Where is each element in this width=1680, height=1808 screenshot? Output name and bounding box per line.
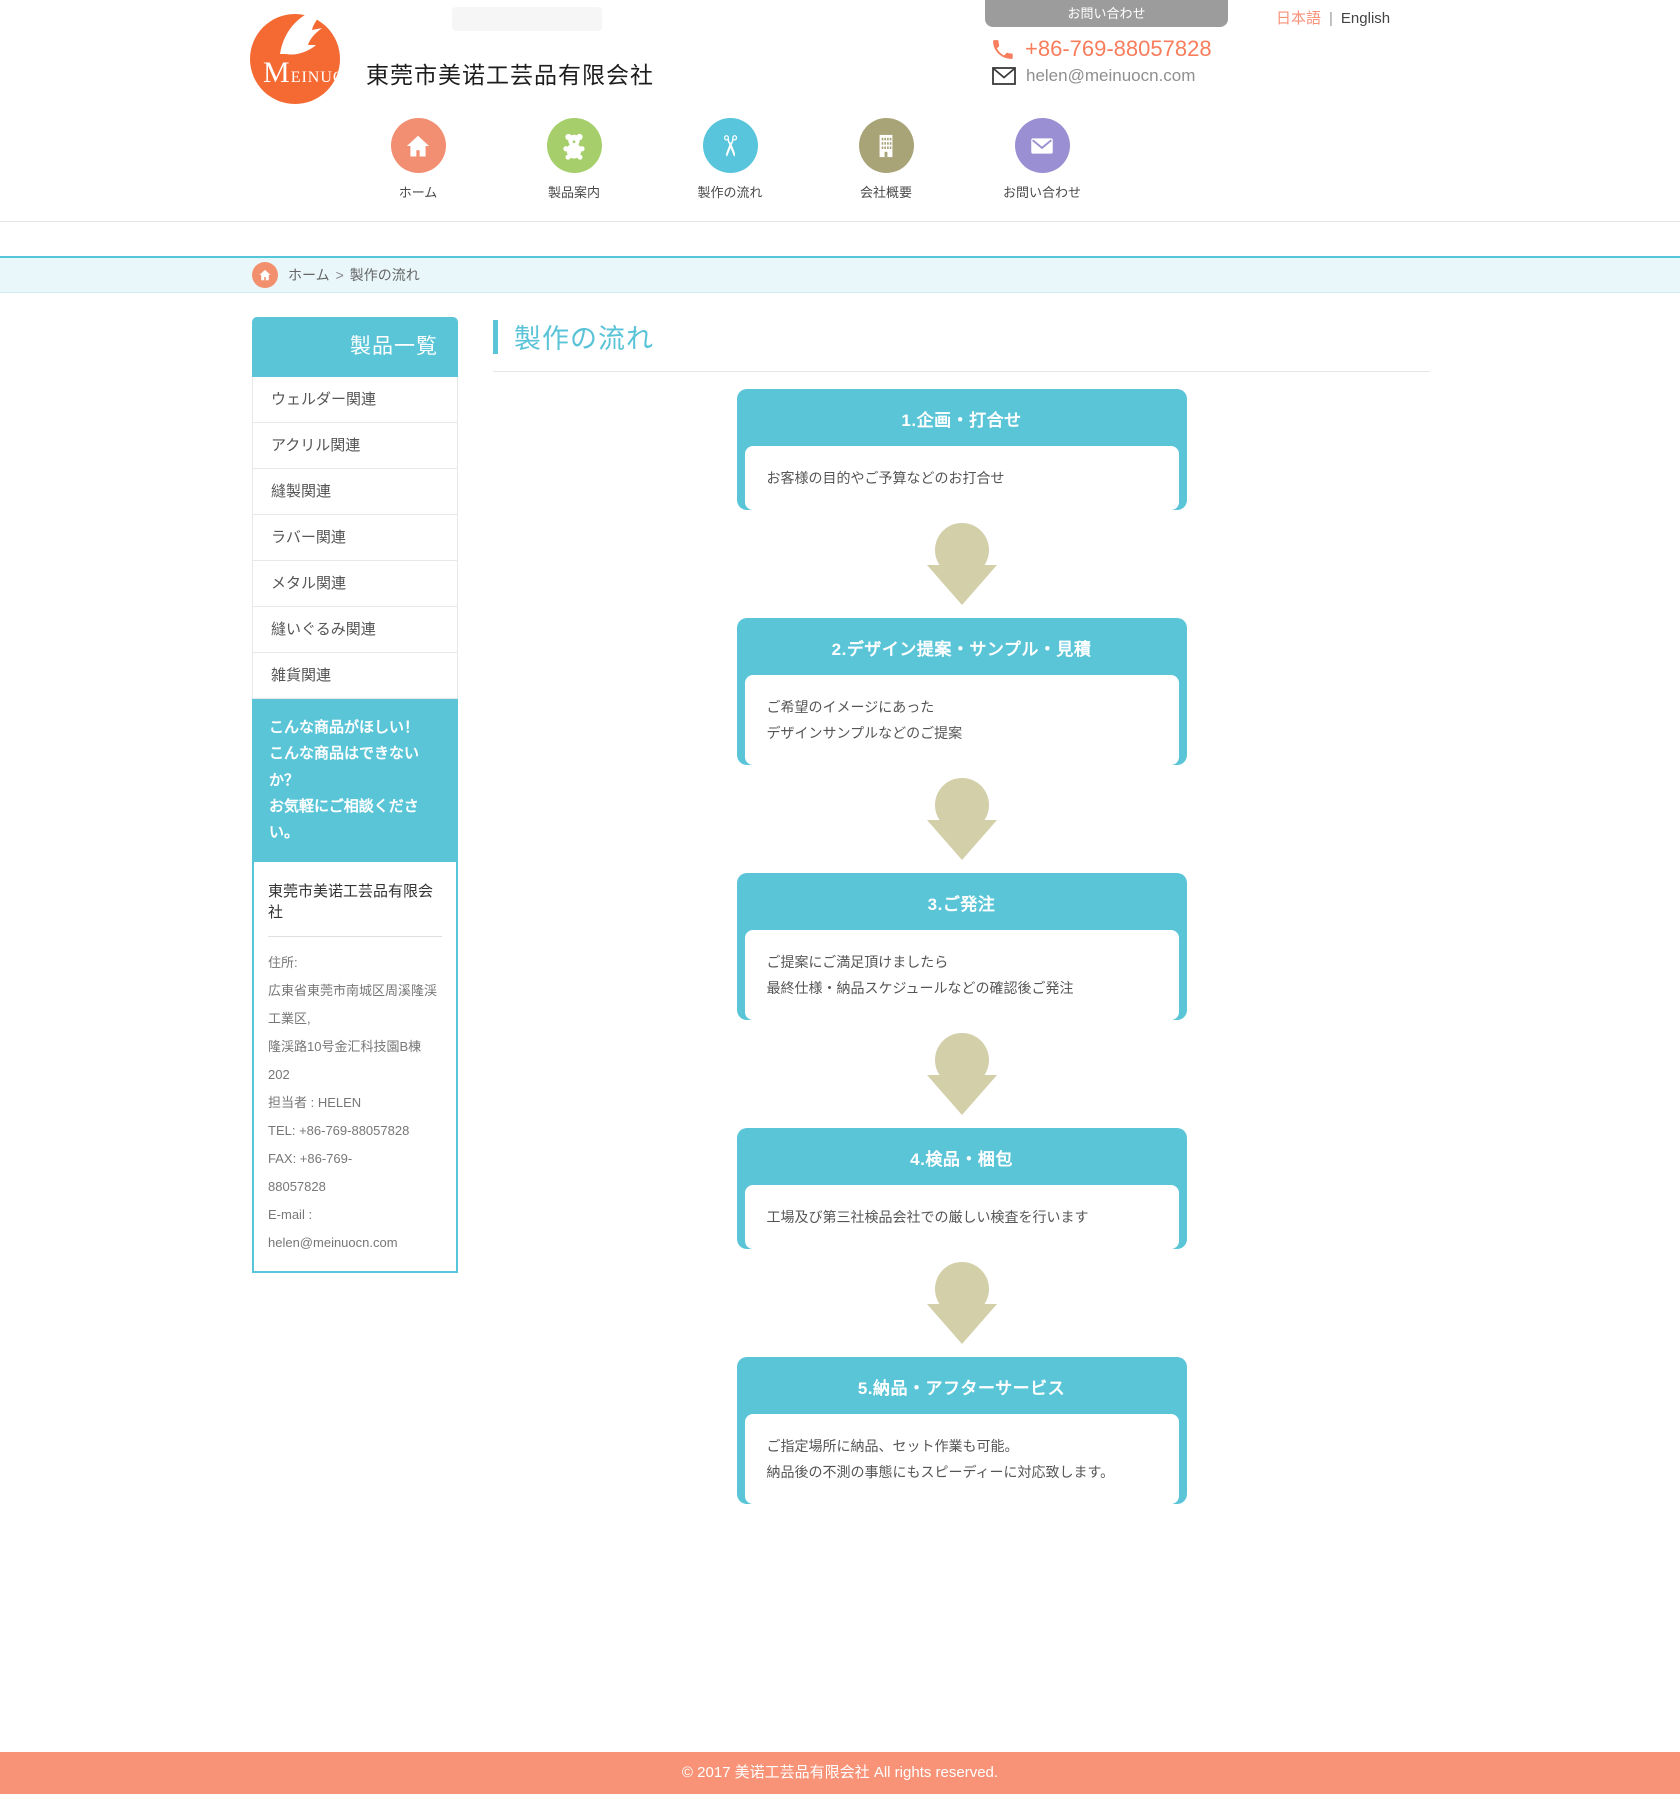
flow-step-5: 5.納品・アフターサービス ご指定場所に納品、セット作業も可能。 納品後の不測の… bbox=[736, 1357, 1187, 1504]
step-line: デザインサンプルなどのご提案 bbox=[766, 725, 963, 741]
page-title: 製作の流れ bbox=[514, 324, 654, 354]
lang-english[interactable]: English bbox=[1340, 10, 1391, 27]
language-switcher: 日本語 | English bbox=[1276, 7, 1390, 28]
down-arrow-icon bbox=[926, 778, 997, 860]
step-line: 工場及び第三社検品会社での厳しい検査を行います bbox=[766, 1209, 1089, 1225]
breadcrumb-home-link[interactable]: ホーム bbox=[288, 267, 330, 283]
step-line: ご指定場所に納品、セット作業も可能。 bbox=[766, 1438, 1019, 1454]
step-title: 5.納品・アフターサービス bbox=[857, 1379, 1066, 1398]
email-row: helen@meinuocn.com bbox=[992, 66, 1195, 86]
nav-label: ホーム bbox=[398, 185, 438, 200]
company-name: 東莞市美诺工芸品有限会社 bbox=[366, 62, 654, 88]
sidebar-item-acrylic[interactable]: アクリル関連 bbox=[253, 423, 457, 469]
header: MEINUO 東莞市美诺工芸品有限会社 お問い合わせ 日本語 | English +… bbox=[0, 0, 1680, 222]
nav-label: お問い合わせ bbox=[1002, 185, 1081, 200]
sidebar-item-plush[interactable]: 縫いぐるみ関連 bbox=[253, 607, 457, 653]
promo-line: お気軽にご相談ください。 bbox=[269, 797, 419, 841]
info-line-fax1: FAX: +86-769- bbox=[268, 1150, 353, 1166]
breadcrumb: ホーム > 製作の流れ bbox=[0, 256, 1680, 293]
step-title: 4.検品・梱包 bbox=[910, 1150, 1013, 1169]
promo-line: こんな商品がほしい！ bbox=[269, 719, 420, 736]
step-line: 最終仕様・納品スケジュールなどの確認後ご発注 bbox=[766, 980, 1074, 996]
teddy-bear-icon bbox=[546, 118, 602, 173]
breadcrumb-separator: > bbox=[335, 267, 344, 283]
nav-item-contact[interactable]: お問い合わせ bbox=[964, 118, 1120, 201]
sidebar-title: 製品一覧 bbox=[252, 317, 458, 377]
flow-step-4: 4.検品・梱包 工場及び第三社検品会社での厳しい検査を行います bbox=[736, 1128, 1187, 1249]
sidebar-item-metal[interactable]: メタル関連 bbox=[253, 561, 457, 607]
down-arrow-icon bbox=[926, 1033, 997, 1115]
step-line: 納品後の不測の事態にもスピーディーに対応致します。 bbox=[766, 1464, 1115, 1480]
main-nav: ホーム 製品案内 ✂ 製作 bbox=[340, 118, 1120, 201]
info-line-address1: 広東省東莞市南城区周溪隆渓工業区, bbox=[268, 983, 438, 1027]
phone-number: +86-769-88057828 bbox=[1025, 36, 1212, 61]
footer: © 2017 美诺工芸品有限会社 All rights reserved. bbox=[0, 1752, 1680, 1794]
info-line-address2: 隆渓路10号金汇科技園B棟202 bbox=[268, 1039, 422, 1082]
content: 製品一覧 ウェルダー関連 アクリル関連 縫製関連 ラバー関連 メタル関連 縫いぐ… bbox=[0, 293, 1680, 1512]
info-line-tel: TEL: +86-769-88057828 bbox=[268, 1122, 410, 1138]
nav-item-production-flow[interactable]: ✂ 製作の流れ bbox=[652, 118, 808, 201]
flow-step-2: 2.デザイン提案・サンプル・見積 ご希望のイメージにあった デザインサンプルなど… bbox=[736, 618, 1187, 765]
title-divider bbox=[493, 371, 1430, 372]
info-line-fax2: 88057828 bbox=[268, 1178, 326, 1194]
phone-icon bbox=[990, 37, 1015, 62]
breadcrumb-current: 製作の流れ bbox=[349, 267, 420, 283]
lang-divider: | bbox=[1329, 10, 1333, 27]
main: 製作の流れ 1.企画・打合せ お客様の目的やご予算などのお打合せ 2.デザイン提… bbox=[493, 317, 1430, 1512]
info-line-person: 担当者 : HELEN bbox=[268, 1094, 362, 1110]
info-line-address-label: 住所: bbox=[268, 955, 298, 971]
down-arrow-icon bbox=[926, 523, 997, 605]
promo-line: こんな商品はできないか？ bbox=[269, 745, 420, 789]
step-title: 1.企画・打合せ bbox=[901, 411, 1022, 430]
flow-step-3: 3.ご発注 ご提案にご満足頂けましたら 最終仕様・納品スケジュールなどの確認後ご… bbox=[736, 873, 1187, 1020]
logo-brand-text: MEINUO bbox=[263, 56, 346, 89]
building-icon bbox=[858, 118, 914, 173]
home-icon bbox=[390, 118, 446, 173]
lang-japanese[interactable]: 日本語 bbox=[1276, 10, 1322, 27]
nav-item-company[interactable]: 会社概要 bbox=[808, 118, 964, 201]
logo[interactable]: MEINUO bbox=[250, 4, 346, 104]
envelope-icon bbox=[992, 67, 1016, 85]
pre-footer-spacer bbox=[0, 1512, 1680, 1752]
contact-button[interactable]: お問い合わせ bbox=[985, 0, 1228, 27]
header-highlight bbox=[452, 7, 602, 31]
sidebar-list: ウェルダー関連 アクリル関連 縫製関連 ラバー関連 メタル関連 縫いぐるみ関連 … bbox=[252, 377, 458, 699]
info-company-name: 東莞市美诺工芸品有限会社 bbox=[268, 880, 442, 938]
sidebar-item-rubber[interactable]: ラバー関連 bbox=[253, 515, 457, 561]
sidebar-item-sewing[interactable]: 縫製関連 bbox=[253, 469, 457, 515]
sidebar-item-welder[interactable]: ウェルダー関連 bbox=[253, 377, 457, 423]
step-line: ご提案にご満足頂けましたら bbox=[766, 954, 949, 970]
sidebar-company-info: 東莞市美诺工芸品有限会社 住所: 広東省東莞市南城区周溪隆渓工業区, 隆渓路10… bbox=[252, 862, 458, 1273]
nav-item-home[interactable]: ホーム bbox=[340, 118, 496, 201]
step-line: ご希望のイメージにあった bbox=[766, 699, 935, 715]
step-title: 2.デザイン提案・サンプル・見積 bbox=[831, 640, 1092, 659]
copyright-text: © 2017 美诺工芸品有限会社 All rights reserved. bbox=[681, 1764, 999, 1781]
info-line-email: E-mail : helen@meinuocn.com bbox=[268, 1206, 398, 1250]
phone-row: +86-769-88057828 bbox=[990, 36, 1212, 62]
eagle-wing-icon bbox=[268, 2, 342, 64]
nav-label: 会社概要 bbox=[859, 185, 912, 200]
flow-step-1: 1.企画・打合せ お客様の目的やご予算などのお打合せ bbox=[736, 389, 1187, 510]
flow-steps: 1.企画・打合せ お客様の目的やご予算などのお打合せ 2.デザイン提案・サンプル… bbox=[736, 389, 1187, 1504]
header-spacer bbox=[0, 222, 1680, 256]
sidebar-promo: こんな商品がほしい！ こんな商品はできないか？ お気軽にご相談ください。 bbox=[252, 699, 458, 863]
sidebar: 製品一覧 ウェルダー関連 アクリル関連 縫製関連 ラバー関連 メタル関連 縫いぐ… bbox=[252, 317, 458, 1273]
title-accent-bar bbox=[493, 319, 498, 354]
step-line: お客様の目的やご予算などのお打合せ bbox=[766, 470, 1005, 486]
email-address[interactable]: helen@meinuocn.com bbox=[1026, 66, 1196, 85]
scissors-icon: ✂ bbox=[702, 118, 758, 173]
envelope-icon bbox=[1014, 118, 1070, 173]
breadcrumb-home-icon[interactable] bbox=[252, 262, 278, 288]
nav-label: 製作の流れ bbox=[697, 185, 763, 200]
down-arrow-icon bbox=[926, 1262, 997, 1344]
nav-item-products[interactable]: 製品案内 bbox=[496, 118, 652, 201]
sidebar-item-sundries[interactable]: 雑貨関連 bbox=[253, 653, 457, 699]
nav-label: 製品案内 bbox=[547, 185, 600, 200]
step-title: 3.ご発注 bbox=[927, 895, 996, 914]
